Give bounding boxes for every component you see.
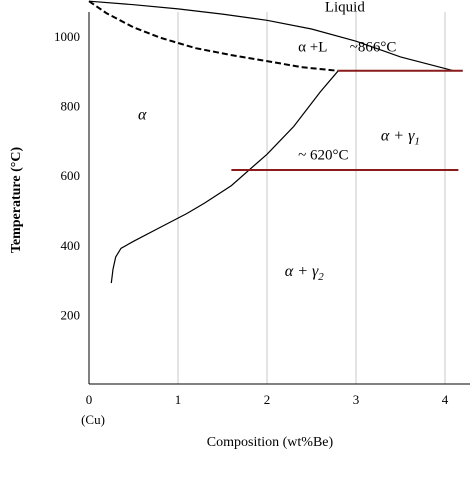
label-liquid: Liquid (325, 0, 365, 16)
label-alpha-gamma2-main-subscript: 2 (318, 271, 324, 283)
liquidus-line (88, 0, 455, 72)
region-labels: Liquid α +L ~866°C α α + γ1 ~ 620°C α + γ2 (138, 0, 420, 283)
label-alpha: α (138, 107, 147, 124)
y-tick-label-1000: 1000 (54, 29, 80, 44)
x-tick-label-0: 0 (86, 392, 93, 407)
solvus-line (110, 70, 339, 284)
x-sub-label: (Cu) (81, 412, 105, 427)
label-eutectic-866: ~866°C (350, 40, 397, 56)
axes (88, 12, 470, 385)
phase-boundaries (88, 0, 463, 284)
label-alpha-gamma2-main: α + γ2 (285, 263, 325, 283)
y-tick-labels: 200 400 600 800 1000 (54, 29, 80, 322)
y-tick-label-400: 400 (61, 238, 81, 253)
solidus-line-dashed (88, 0, 339, 72)
x-tick-label-1: 1 (175, 392, 182, 407)
x-tick-label-3: 3 (353, 392, 360, 407)
y-tick-label-800: 800 (61, 99, 81, 114)
label-alpha-l: α +L (298, 40, 327, 56)
grid-lines (177, 12, 446, 384)
label-alpha-gamma1-main-subscript: 1 (414, 135, 420, 147)
y-axis-title: Temperature (°C) (9, 147, 24, 254)
x-tick-label-4: 4 (442, 392, 449, 407)
x-axis-title: Composition (wt%Be) (207, 435, 334, 450)
x-tick-labels: 0 1 2 3 4 (86, 392, 449, 407)
label-eutectoid-620: ~ 620°C (298, 148, 348, 164)
y-tick-label-200: 200 (61, 307, 81, 322)
label-alpha-gamma1-main: α + γ1 (381, 127, 420, 147)
y-tick-label-600: 600 (61, 168, 81, 183)
x-tick-label-2: 2 (264, 392, 271, 407)
